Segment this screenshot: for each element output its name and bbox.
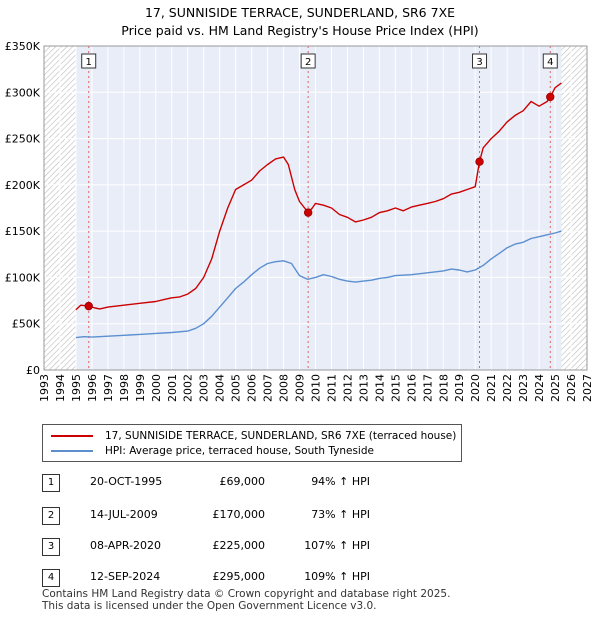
y-tick-label: £150K [5, 225, 41, 238]
x-tick-label: 2011 [325, 374, 338, 402]
x-tick-label: 1997 [102, 374, 115, 402]
x-tick-label: 2019 [453, 374, 466, 402]
sale-row: 3 08-APR-2020 £225,000 107% ↑ HPI [42, 536, 462, 556]
x-tick-label: 2002 [182, 374, 195, 402]
x-tick-label: 2013 [357, 374, 370, 402]
sale-date: 12-SEP-2024 [90, 570, 161, 583]
x-tick-label: 1994 [54, 374, 67, 402]
chart-legend: 17, SUNNISIDE TERRACE, SUNDERLAND, SR6 7… [42, 424, 462, 462]
sale-number-box [81, 53, 97, 69]
chart-title-line1: 17, SUNNISIDE TERRACE, SUNDERLAND, SR6 7… [144, 5, 456, 20]
footer-note: Contains HM Land Registry data © Crown c… [42, 588, 450, 612]
y-tick-label: £100K [5, 271, 41, 284]
sale-point [84, 301, 93, 311]
sale-number-box [472, 53, 488, 69]
sale-date: 08-APR-2020 [90, 539, 162, 552]
sale-number-box [300, 53, 316, 69]
sale-number-badge: 1 [42, 474, 60, 492]
sale-number-badge: 3 [42, 538, 60, 556]
sale-number-label: 4 [547, 57, 553, 68]
x-tick-label: 2018 [437, 374, 450, 402]
x-tick-label: 2000 [150, 374, 163, 402]
x-tick-label: 2005 [230, 374, 243, 402]
x-tick-label: 2001 [166, 374, 179, 402]
post-data-hatch [561, 46, 587, 370]
sale-price: £170,000 [212, 508, 266, 521]
sale-number-badge: 4 [42, 569, 60, 587]
sale-number-box [542, 53, 558, 69]
x-tick-label: 2017 [421, 374, 434, 402]
price-chart: £0 £50K £100K £150K £200K £250K £300K £350K 1993… [5, 40, 594, 402]
footer-line1: Contains HM Land Registry data © Crown c… [42, 588, 451, 600]
x-tick-label: 1999 [134, 374, 147, 402]
sale-number-label: 1 [86, 57, 92, 68]
sale-price: £225,000 [212, 539, 266, 552]
chart-title-line2: Price paid vs. HM Land Registry's House … [121, 23, 479, 38]
sale-row: 1 20-OCT-1995 £69,000 94% ↑ HPI [42, 472, 462, 492]
sale-row: 2 14-JUL-2009 £170,000 73% ↑ HPI [42, 505, 462, 525]
x-tick-label: 2025 [549, 374, 562, 402]
plot-frame [43, 45, 588, 371]
sale-price: £69,000 [219, 475, 266, 488]
x-tick-label: 2020 [469, 374, 482, 402]
y-tick-label: £250K [5, 133, 41, 146]
hpi-line [75, 230, 562, 339]
sale-row: 4 12-SEP-2024 £295,000 109% ↑ HPI [42, 567, 462, 587]
chart-title: 17, SUNNISIDE TERRACE, SUNDERLAND, SR6 7… [0, 4, 600, 40]
x-tick-label: 2027 [581, 374, 594, 402]
x-tick-label: 2010 [310, 374, 323, 402]
legend-swatch-hpi [51, 450, 93, 452]
sale-hpi-change: 94% ↑ HPI [311, 475, 370, 488]
sale-date: 20-OCT-1995 [90, 475, 163, 488]
x-tick-label: 1998 [118, 374, 131, 402]
legend-label-hpi: HPI: Average price, terraced house, Sout… [105, 445, 374, 457]
x-tick-label: 1993 [38, 374, 51, 402]
x-tick-label: 2026 [565, 374, 578, 402]
y-tick-label: £50K [12, 318, 41, 331]
x-tick-label: 2016 [405, 374, 418, 402]
y-tick-label: £200K [5, 179, 41, 192]
y-tick-label: £300K [5, 86, 41, 99]
x-tick-label: 2008 [278, 374, 291, 402]
y-tick-label: £0 [26, 364, 40, 377]
sale-number-label: 2 [305, 57, 311, 68]
legend-label-property: 17, SUNNISIDE TERRACE, SUNDERLAND, SR6 7… [105, 430, 457, 442]
x-tick-label: 2009 [294, 374, 307, 402]
x-tick-label: 1996 [86, 374, 99, 402]
sale-number-badge: 2 [42, 507, 60, 525]
x-tick-label: 2022 [501, 374, 514, 402]
x-tick-label: 2004 [214, 374, 227, 402]
x-tick-label: 2023 [517, 374, 530, 402]
sale-price: £295,000 [212, 570, 266, 583]
x-tick-label: 2003 [198, 374, 211, 402]
sale-point [475, 157, 484, 166]
sale-point [303, 208, 313, 217]
x-tick-label: 1995 [70, 374, 83, 402]
y-tick-label: £350K [5, 40, 41, 53]
sale-hpi-change: 73% ↑ HPI [311, 508, 370, 521]
sale-hpi-change: 107% ↑ HPI [304, 539, 370, 552]
legend-swatch-property [51, 435, 93, 437]
legend-item-property: 17, SUNNISIDE TERRACE, SUNDERLAND, SR6 7… [51, 429, 456, 443]
sale-hpi-change: 109% ↑ HPI [304, 570, 370, 583]
x-tick-label: 2015 [389, 374, 402, 402]
x-tick-label: 2014 [373, 374, 386, 402]
property-price-line [75, 82, 562, 311]
legend-item-hpi: HPI: Average price, terraced house, Sout… [51, 444, 374, 458]
x-tick-label: 2021 [485, 374, 498, 402]
x-tick-label: 2012 [341, 374, 354, 402]
sale-date: 14-JUL-2009 [90, 508, 158, 521]
sale-number-label: 3 [476, 57, 482, 68]
x-tick-label: 2006 [246, 374, 259, 402]
sale-point [546, 92, 555, 102]
x-tick-label: 2007 [262, 374, 275, 402]
footer-line2: This data is licensed under the Open Gov… [42, 600, 377, 612]
x-tick-label: 2024 [533, 374, 546, 402]
